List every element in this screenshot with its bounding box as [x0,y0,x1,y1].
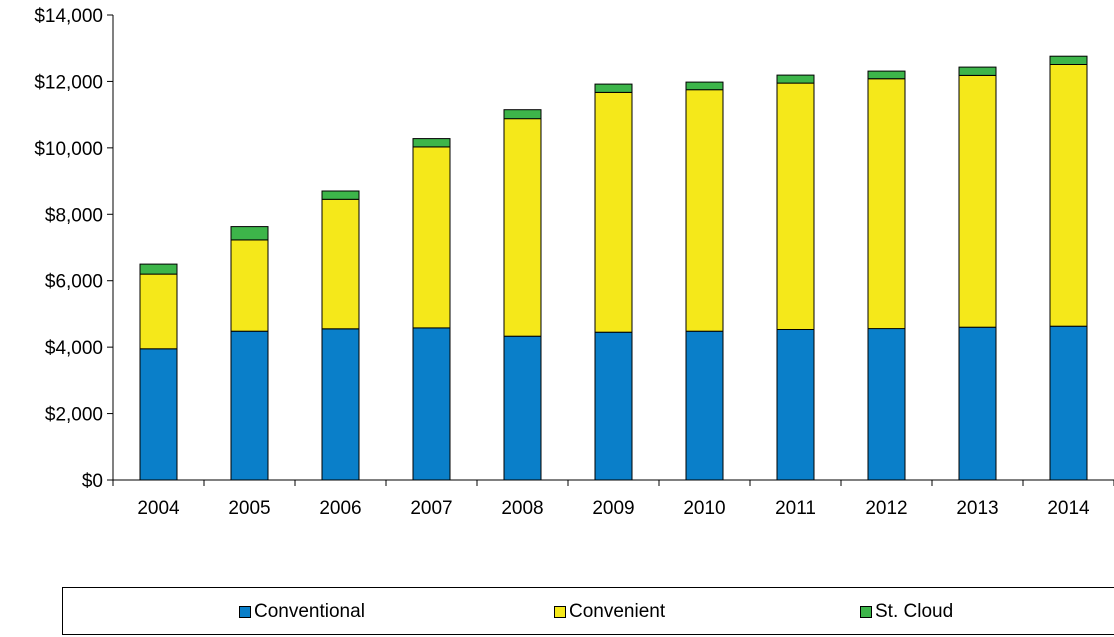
stacked-bar-chart: $0 $2,000 $4,000 $6,000 $8,000 $10,000 $12,000… [34,6,1114,519]
bar-conventional-2010 [685,330,724,481]
bar-st-cloud-2012 [867,70,906,80]
y-tick-label: $14,000 [34,6,103,27]
bar-conventional-2006 [321,328,360,481]
y-tick-label: $6,000 [45,272,103,293]
bar-convenient-2014 [1049,64,1088,327]
legend-swatch-st-cloud [860,606,872,618]
bar-convenient-2008 [503,118,542,337]
x-tick-label: 2009 [592,498,634,519]
legend-item-conventional: Conventional [239,602,365,622]
bar-conventional-2005 [230,330,269,481]
bar-st-cloud-2010 [685,81,724,91]
bar-st-cloud-2013 [958,66,997,76]
y-tick-label: $10,000 [34,139,103,160]
bar-conventional-2004 [139,348,178,481]
bar-st-cloud-2004 [139,263,178,275]
y-tick-label: $2,000 [45,405,103,426]
legend-label-st-cloud: St. Cloud [875,601,954,622]
legend-item-st-cloud: St. Cloud [860,602,953,622]
legend: Conventional Convenient St. Cloud [62,587,1114,635]
legend-label-conventional: Conventional [254,601,365,622]
bar-st-cloud-2007 [412,138,451,148]
bar-st-cloud-2011 [776,74,815,84]
bar-convenient-2011 [776,82,815,330]
y-tick-label: $12,000 [34,72,103,93]
x-tick-label: 2014 [1047,498,1090,519]
x-tick-label: 2008 [501,498,543,519]
bar-convenient-2004 [139,273,178,350]
x-tick-label: 2013 [956,498,998,519]
bar-st-cloud-2008 [503,109,542,120]
x-tick-label: 2010 [683,498,725,519]
bar-st-cloud-2014 [1049,55,1088,66]
bar-convenient-2005 [230,239,269,332]
chart-axes: $0 $2,000 $4,000 $6,000 $8,000 $10,000 $12,000… [34,6,1114,519]
legend-swatch-conventional [239,606,251,618]
legend-item-convenient: Convenient [554,602,665,622]
chart-marks [139,55,1088,481]
x-tick-label: 2006 [319,498,361,519]
legend-label-convenient: Convenient [569,601,666,622]
x-tick-label: 2007 [410,498,452,519]
bar-conventional-2011 [776,329,815,481]
bar-conventional-2014 [1049,325,1088,481]
x-tick-label: 2004 [137,498,180,519]
bar-convenient-2013 [958,74,997,328]
x-tick-label: 2012 [865,498,907,519]
bar-st-cloud-2006 [321,190,360,200]
bar-st-cloud-2005 [230,226,269,241]
bar-conventional-2008 [503,335,542,481]
y-tick-label: $4,000 [45,338,103,359]
bar-convenient-2006 [321,198,360,330]
y-tick-label: $0 [82,471,103,492]
bar-conventional-2012 [867,328,906,481]
bar-conventional-2009 [594,331,633,481]
bar-convenient-2012 [867,78,906,330]
bar-conventional-2013 [958,326,997,481]
y-tick-label: $8,000 [45,205,103,226]
x-tick-label: 2011 [775,498,816,519]
bar-convenient-2007 [412,146,451,329]
x-tick-label: 2005 [228,498,270,519]
legend-swatch-convenient [554,606,566,618]
bar-st-cloud-2009 [594,83,633,93]
bar-conventional-2007 [412,327,451,481]
bar-convenient-2009 [594,91,633,333]
bar-convenient-2010 [685,89,724,332]
